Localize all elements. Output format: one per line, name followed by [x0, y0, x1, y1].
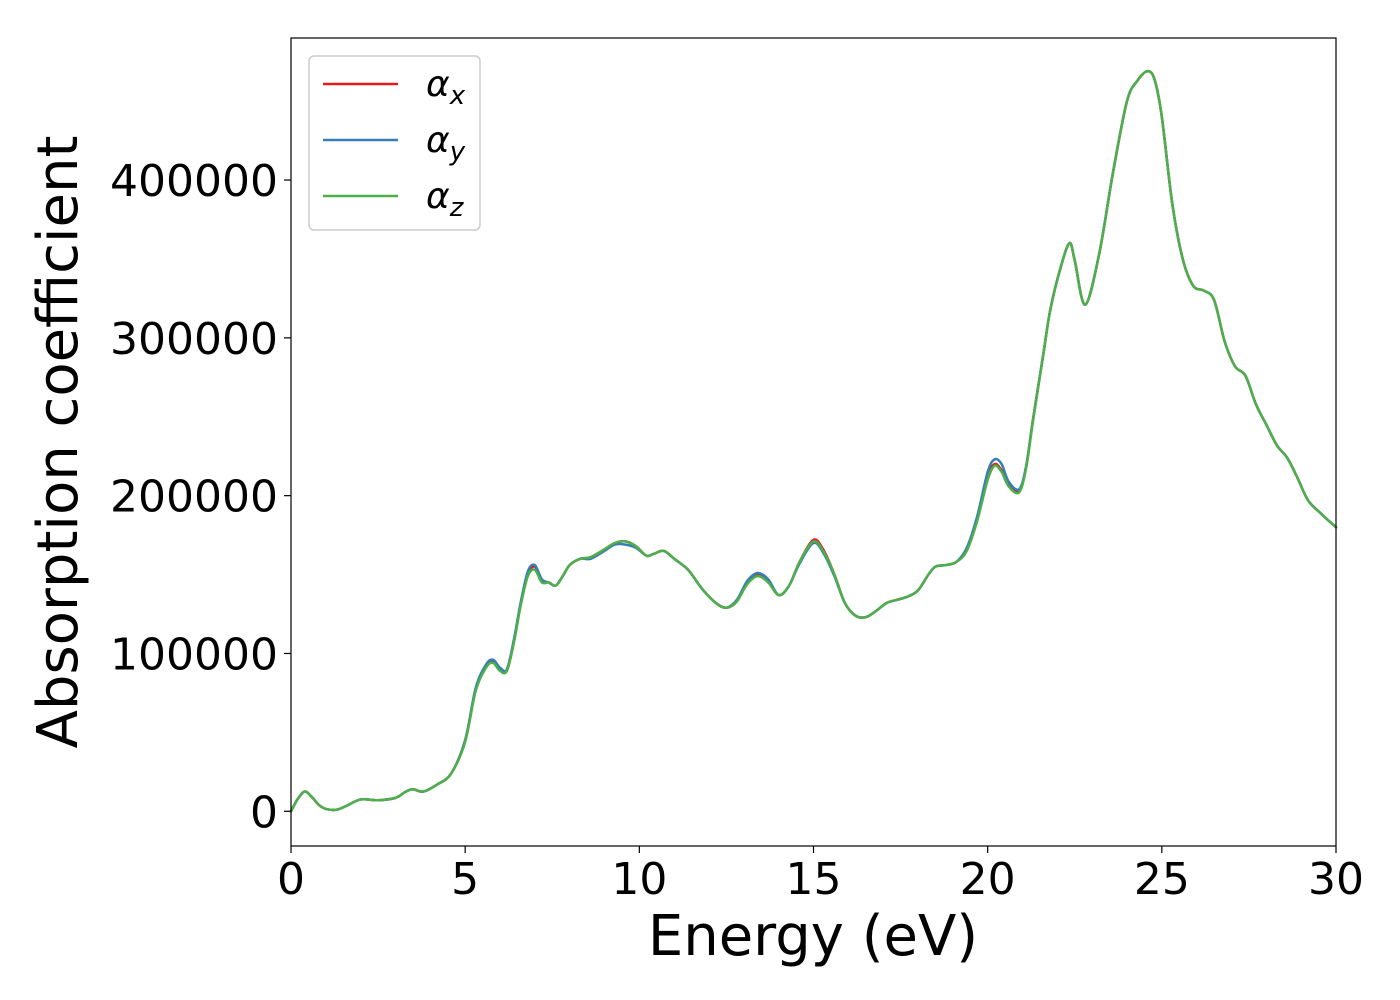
legend-label-x: αx	[426, 64, 466, 111]
y-tick-label: 200000	[110, 472, 278, 523]
series-layer	[289, 69, 1338, 813]
x-tick-label: 10	[611, 854, 667, 905]
y-tick-label: 0	[250, 787, 278, 838]
y-axis-ticks: 0 100000 200000 300000 400000	[110, 156, 291, 838]
y-tick-label: 400000	[110, 156, 278, 207]
x-tick-label: 20	[960, 854, 1016, 905]
series-line-z	[289, 69, 1338, 813]
y-tick-label: 300000	[110, 314, 278, 365]
legend-items: αx αy αz	[323, 64, 466, 223]
legend: αx αy αz	[308, 55, 481, 231]
legend-label-y: αy	[426, 120, 466, 167]
x-tick-label: 0	[277, 854, 305, 905]
legend-label-z: αz	[426, 176, 465, 223]
x-tick-label: 25	[1134, 854, 1190, 905]
x-tick-label: 5	[451, 854, 479, 905]
legend-box	[308, 55, 481, 231]
y-tick-label: 100000	[110, 629, 278, 680]
x-tick-label: 15	[786, 854, 842, 905]
y-axis-label: Absorption coefficient	[26, 136, 91, 749]
x-tick-label: 30	[1308, 854, 1364, 905]
x-axis-ticks: 0 5 10 15 20 25 30	[277, 846, 1364, 905]
x-axis-label: Energy (eV)	[648, 904, 978, 969]
